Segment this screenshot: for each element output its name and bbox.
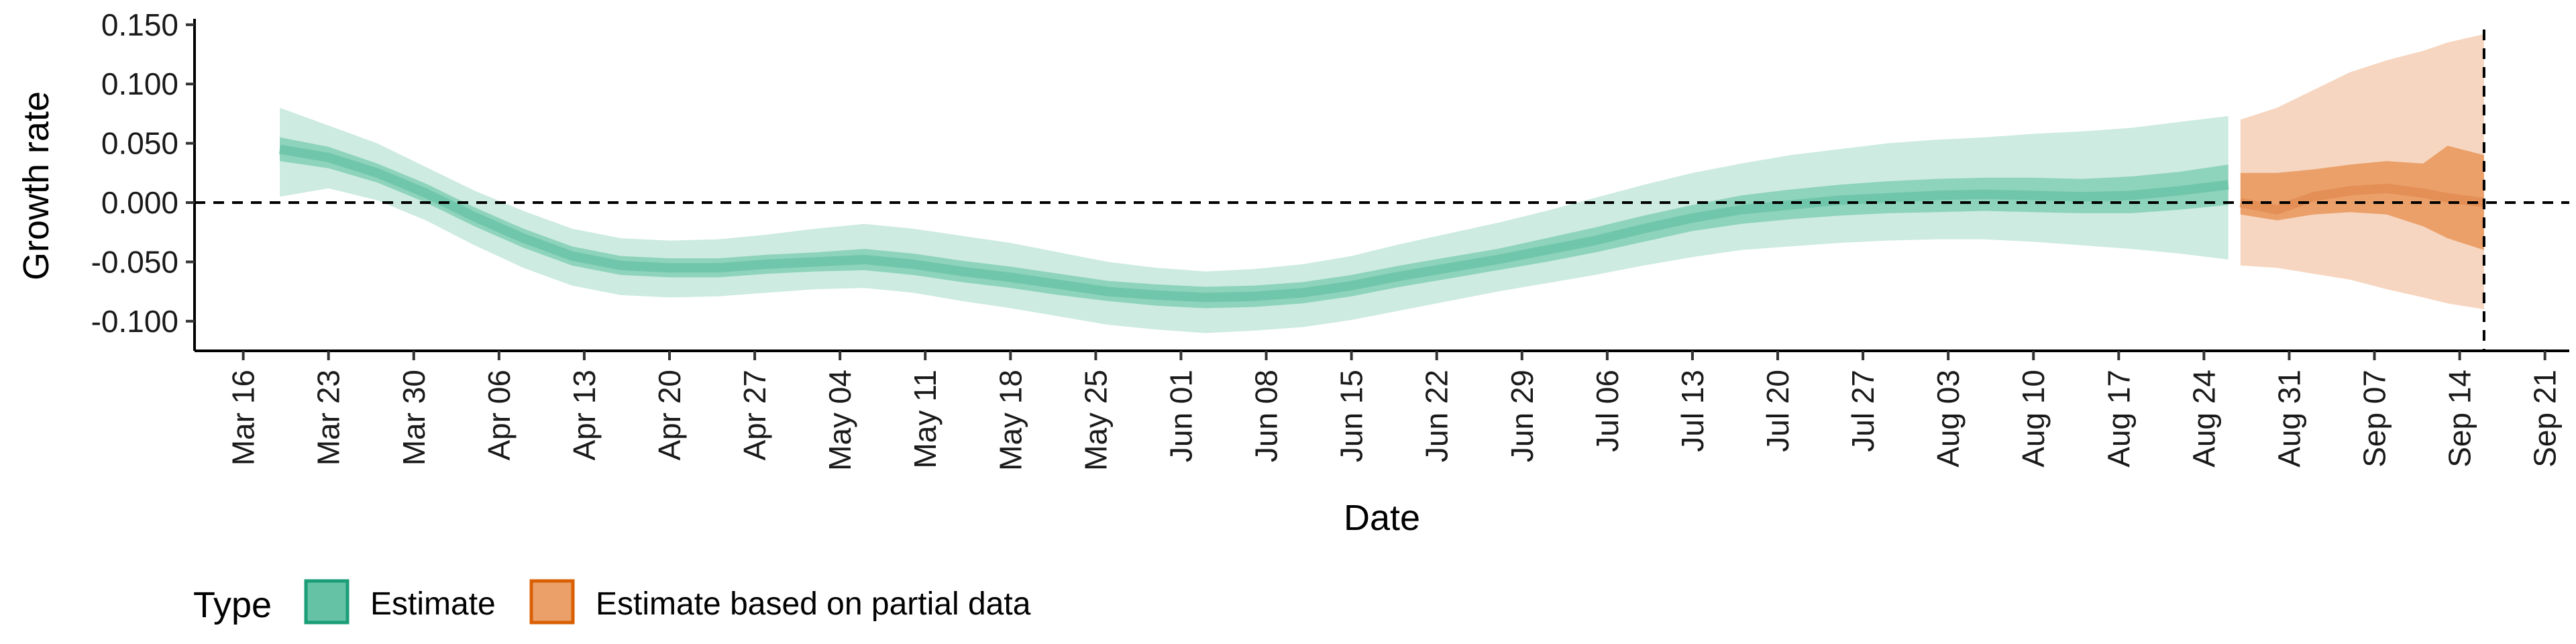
x-tick-label: Mar 23 [311, 370, 346, 466]
x-tick-label: Aug 24 [2186, 370, 2221, 468]
x-tick-label: Sep 21 [2528, 370, 2563, 468]
series-0-median-line [278, 144, 2229, 303]
y-axis-title: Growth rate [16, 91, 56, 280]
x-tick-label: Jul 20 [1760, 370, 1795, 452]
x-tick-label: Apr 20 [652, 370, 687, 461]
x-tick-label: Jul 06 [1590, 370, 1625, 452]
x-tick-label: Jun 22 [1419, 370, 1454, 462]
x-tick-label: Jun 08 [1249, 370, 1284, 462]
x-tick-label: Apr 27 [737, 370, 772, 461]
x-tick-label: Aug 10 [2016, 370, 2051, 468]
x-tick-label: Jun 15 [1334, 370, 1369, 462]
x-tick-label: Aug 31 [2272, 370, 2307, 468]
x-tick-label: Mar 16 [226, 370, 261, 466]
x-tick-label: May 11 [908, 370, 943, 468]
legend-swatch-1 [529, 579, 575, 625]
series-1-median-line [2239, 183, 2485, 215]
x-tick-label: Apr 13 [567, 370, 602, 461]
y-tick-label: -0.100 [91, 304, 178, 339]
series-0-ribbon-90 [280, 107, 2229, 333]
x-tick-label: Jul 13 [1675, 370, 1710, 452]
y-tick-label: 0.100 [101, 66, 178, 101]
legend-title: Type [193, 585, 272, 625]
x-tick-label: Aug 03 [1931, 370, 1966, 468]
x-tick-label: Jul 27 [1845, 370, 1880, 452]
y-tick-label: 0.150 [101, 7, 178, 42]
x-tick-label: Jun 01 [1164, 370, 1199, 462]
legend-label-1: Estimate based on partial data [596, 586, 1031, 622]
x-tick-label: May 18 [993, 370, 1028, 471]
x-tick-label: May 04 [822, 370, 857, 471]
series-1-ribbon-50 [2240, 146, 2484, 250]
legend: Type Estimate Estimate based on partial da… [193, 579, 1031, 625]
x-axis-title: Date [1344, 498, 1420, 538]
x-tick-label: May 25 [1078, 370, 1113, 471]
x-tick-label: Mar 30 [396, 370, 431, 466]
y-tick-label: 0.050 [101, 126, 178, 161]
x-tick-label: Aug 17 [2101, 370, 2136, 468]
y-tick-label: -0.050 [91, 244, 178, 279]
x-tick-label: Sep 07 [2357, 370, 2392, 468]
ribbon-layer [278, 34, 2485, 333]
x-tick-label: Jun 29 [1505, 370, 1540, 462]
reference-lines [195, 30, 2569, 351]
legend-swatch-0 [304, 579, 350, 625]
axes: 0.150 0.100 0.050 0.000 -0.050 -0.100 Mar 16 Ma… [91, 7, 2569, 471]
legend-label-0: Estimate [370, 586, 496, 622]
x-tick-label: Apr 06 [482, 370, 517, 461]
x-tick-label: Sep 14 [2443, 370, 2477, 468]
y-tick-label: 0.000 [101, 185, 178, 220]
